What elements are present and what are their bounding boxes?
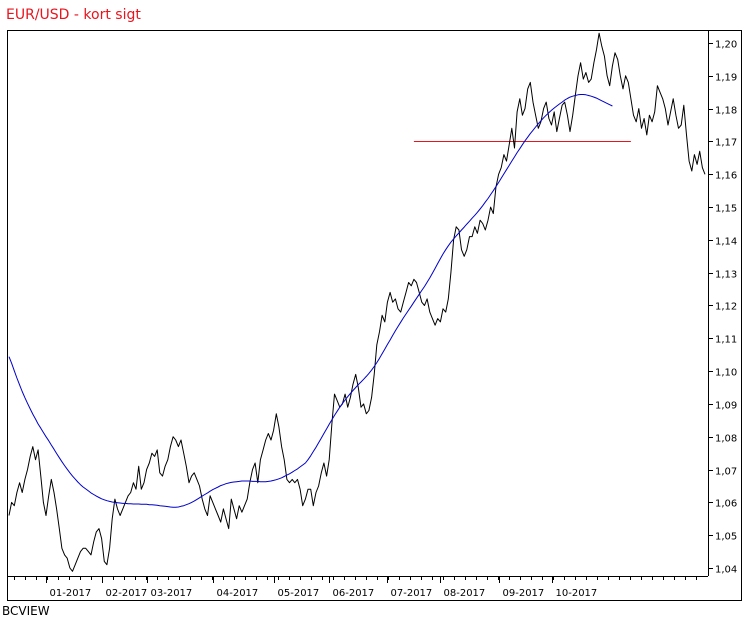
price-line bbox=[8, 32, 706, 572]
y-tick-label: 1,04 bbox=[715, 565, 737, 576]
x-tick-label: 01-2017 bbox=[50, 588, 92, 599]
y-tick-label: 1,19 bbox=[715, 73, 737, 84]
chart-title: EUR/USD - kort sigt bbox=[6, 7, 141, 23]
y-tick-label: 1,17 bbox=[715, 138, 737, 149]
series-layer bbox=[8, 32, 706, 572]
y-tick-label: 1,09 bbox=[715, 401, 737, 412]
y-tick-label: 1,15 bbox=[715, 204, 737, 215]
plot-frame bbox=[7, 30, 742, 601]
x-tick-label: 06-2017 bbox=[333, 588, 375, 599]
x-tick-label: 04-2017 bbox=[217, 588, 259, 599]
y-tick-label: 1,20 bbox=[715, 40, 737, 51]
x-tick-label: 07-2017 bbox=[391, 588, 433, 599]
x-tick-label: 08-2017 bbox=[444, 588, 486, 599]
x-axis-ticks: 01-2017 02-2017 03-2017 04-2017 05-2017 06-20… bbox=[14, 576, 697, 599]
y-tick-label: 1,11 bbox=[715, 335, 737, 346]
y-tick-label: 1,18 bbox=[715, 106, 737, 117]
y-tick-label: 1,08 bbox=[715, 434, 737, 445]
y-tick-label: 1,05 bbox=[715, 532, 737, 543]
x-tick-label: 05-2017 bbox=[278, 588, 320, 599]
x-tick-label: 03-2017 bbox=[151, 588, 193, 599]
y-tick-label: 1,07 bbox=[715, 467, 737, 478]
y-tick-label: 1,16 bbox=[715, 171, 737, 182]
y-axis-ticks: 1,04 1,05 1,06 1,07 1,08 1,09 1,10 1,11 1,12 1,13… bbox=[708, 40, 737, 576]
y-tick-label: 1,06 bbox=[715, 499, 737, 510]
source-label: BCVIEW bbox=[2, 604, 50, 618]
x-tick-label: 10-2017 bbox=[556, 588, 598, 599]
x-tick-label: 02-2017 bbox=[106, 588, 148, 599]
y-tick-label: 1,13 bbox=[715, 270, 737, 281]
x-tick-label: 09-2017 bbox=[503, 588, 545, 599]
y-tick-label: 1,14 bbox=[715, 237, 737, 248]
y-tick-label: 1,10 bbox=[715, 368, 737, 379]
y-tick-label: 1,12 bbox=[715, 302, 737, 313]
moving-average-line bbox=[8, 94, 613, 508]
